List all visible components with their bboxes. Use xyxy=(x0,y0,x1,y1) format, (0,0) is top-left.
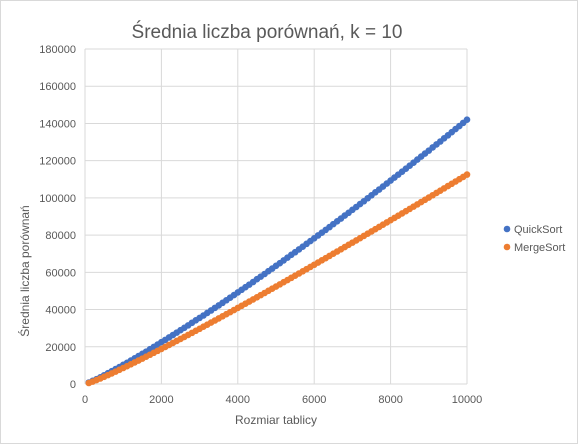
x-tick-label: 0 xyxy=(82,394,88,406)
legend-entry: MergeSort xyxy=(514,242,565,254)
y-tick-label: 180000 xyxy=(39,44,76,56)
x-tick-label: 4000 xyxy=(226,394,250,406)
y-tick-labels: 0 20000 40000 60000 80000 100000 120000 140000 1… xyxy=(39,44,76,391)
y-tick-label: 100000 xyxy=(39,193,76,205)
y-tick-label: 40000 xyxy=(45,305,76,317)
y-tick-label: 160000 xyxy=(39,81,76,93)
x-tick-labels: 0 2000 4000 6000 8000 10000 xyxy=(82,394,482,406)
series-quicksort xyxy=(85,116,471,386)
y-tick-label: 60000 xyxy=(45,267,76,279)
y-tick-label: 20000 xyxy=(45,342,76,354)
legend-entry: QuickSort xyxy=(514,224,562,236)
data-point xyxy=(463,116,471,124)
series-mergesort xyxy=(85,171,471,387)
legend-marker xyxy=(503,225,511,233)
legend: QuickSort MergeSort xyxy=(503,224,565,254)
legend-marker xyxy=(503,243,511,251)
chart-title: Średnia liczba porównań, k = 10 xyxy=(132,21,403,43)
y-tick-label: 0 xyxy=(70,379,76,391)
y-tick-label: 80000 xyxy=(45,230,76,242)
x-axis-label: Rozmiar tablicy xyxy=(235,413,317,427)
y-tick-label: 140000 xyxy=(39,118,76,130)
y-axis-label: Średnia liczba porównań xyxy=(17,205,32,336)
gridlines xyxy=(84,48,468,385)
x-tick-label: 10000 xyxy=(452,394,483,406)
data-points xyxy=(85,116,471,387)
data-point xyxy=(463,171,471,178)
y-tick-label: 120000 xyxy=(39,156,76,168)
x-tick-label: 6000 xyxy=(302,394,326,406)
x-tick-label: 2000 xyxy=(149,394,173,406)
x-tick-label: 8000 xyxy=(378,394,402,406)
